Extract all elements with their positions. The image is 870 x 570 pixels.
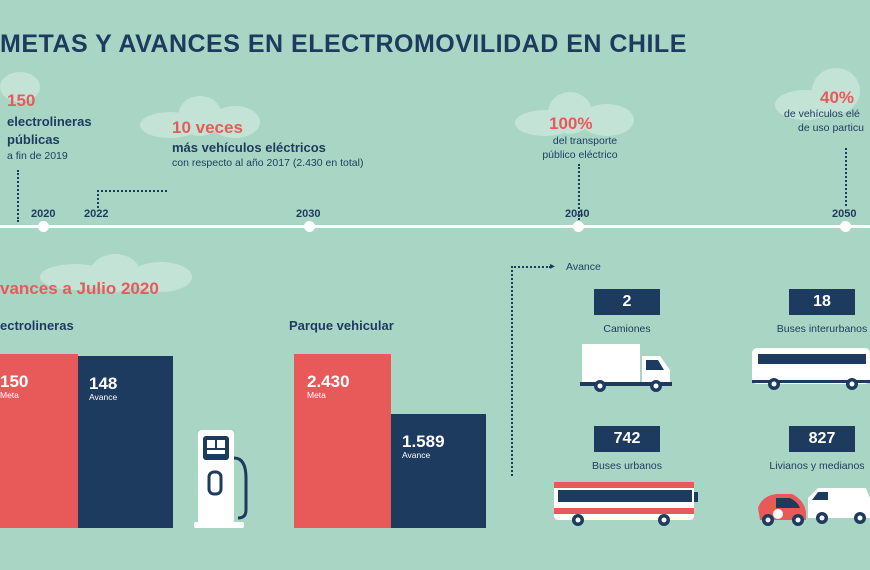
cloud-decoration (130, 262, 192, 292)
parque-meta-label: Meta (307, 390, 326, 400)
parque-avance-bar: 1.589 Avance (391, 414, 486, 528)
arrow-right-icon: ▸ (550, 261, 556, 272)
timeline-dot (840, 221, 851, 232)
year-2020: 2020 (31, 208, 56, 220)
cloud-decoration (580, 104, 634, 136)
goal-100-value: 100% (549, 114, 593, 133)
livianos-medianos-count: 827 (789, 426, 855, 452)
camiones-label: Camiones (603, 323, 651, 335)
electrolineras-avance-label: Avance (89, 392, 118, 402)
buses-urbanos-count: 742 (594, 426, 660, 452)
interurban-bus-icon (752, 348, 870, 390)
urban-bus-icon (554, 482, 698, 526)
camiones-count: 2 (594, 289, 660, 315)
avance-connector (511, 266, 551, 268)
goal-100-line2: público eléctrico (542, 149, 618, 161)
electrolineras-meta-label: Meta (0, 390, 19, 400)
avance-connector (511, 266, 513, 476)
goal-40-line1: de vehículos elé (784, 108, 860, 120)
avances-heading: vances a Julio 2020 (0, 279, 159, 298)
parque-label: Parque vehicular (289, 318, 394, 333)
parque-meta-bar: 2.430 Meta (294, 354, 391, 528)
electrolineras-meta-bar: 150 Meta (0, 354, 78, 528)
goal-10x-value: 10 veces (172, 118, 243, 137)
cloud-decoration (210, 106, 260, 138)
buses-urbanos-label: Buses urbanos (591, 460, 663, 472)
connector-line (578, 164, 580, 220)
goal-150-value: 150 (7, 91, 36, 110)
goal-10x-note: con respecto al año 2017 (2.430 en total… (172, 157, 364, 169)
goal-40-line2: de uso particu (798, 122, 864, 134)
timeline-dot (573, 221, 584, 232)
electrolineras-meta-value: 150 (0, 372, 29, 391)
connector-line (17, 170, 19, 222)
year-2022: 2022 (84, 208, 109, 220)
timeline-dot (304, 221, 315, 232)
parque-avance-value: 1.589 (402, 432, 445, 451)
page-title: METAS Y AVANCES EN ELECTROMOVILIDAD EN C… (0, 30, 687, 58)
buses-interurbanos-label: Buses interurbanos (776, 323, 868, 335)
connector-line (845, 148, 847, 206)
goal-100-line1: del transporte (552, 135, 618, 147)
goal-40-value: 40% (820, 88, 855, 107)
timeline-dot (38, 221, 49, 232)
goal-150-note: a fin de 2019 (7, 150, 68, 162)
goal-150-line1: electrolineras (7, 114, 92, 129)
goal-10x-line1: más vehículos eléctricos (172, 140, 326, 155)
cloud-decoration (0, 72, 40, 102)
year-2050: 2050 (832, 208, 857, 220)
year-2040: 2040 (565, 208, 590, 220)
timeline-line (0, 225, 870, 228)
truck-icon (580, 344, 672, 392)
parque-avance-label: Avance (402, 450, 431, 460)
connector-line (97, 190, 167, 192)
buses-interurbanos-count: 18 (789, 289, 855, 315)
electrolineras-label: ectrolineras (0, 318, 74, 333)
parque-meta-value: 2.430 (307, 372, 350, 391)
electrolineras-avance-bar: 148 Avance (78, 356, 173, 528)
connector-line (97, 190, 99, 208)
goal-150-line2: públicas (7, 132, 60, 147)
cars-icon (758, 488, 870, 526)
year-2030: 2030 (296, 208, 321, 220)
charging-station-icon (194, 430, 248, 528)
cloud-decoration (812, 68, 860, 114)
livianos-medianos-label: Livianos y medianos (769, 460, 865, 472)
avance-arrow-label: Avance (566, 261, 601, 273)
electrolineras-avance-value: 148 (89, 374, 118, 393)
